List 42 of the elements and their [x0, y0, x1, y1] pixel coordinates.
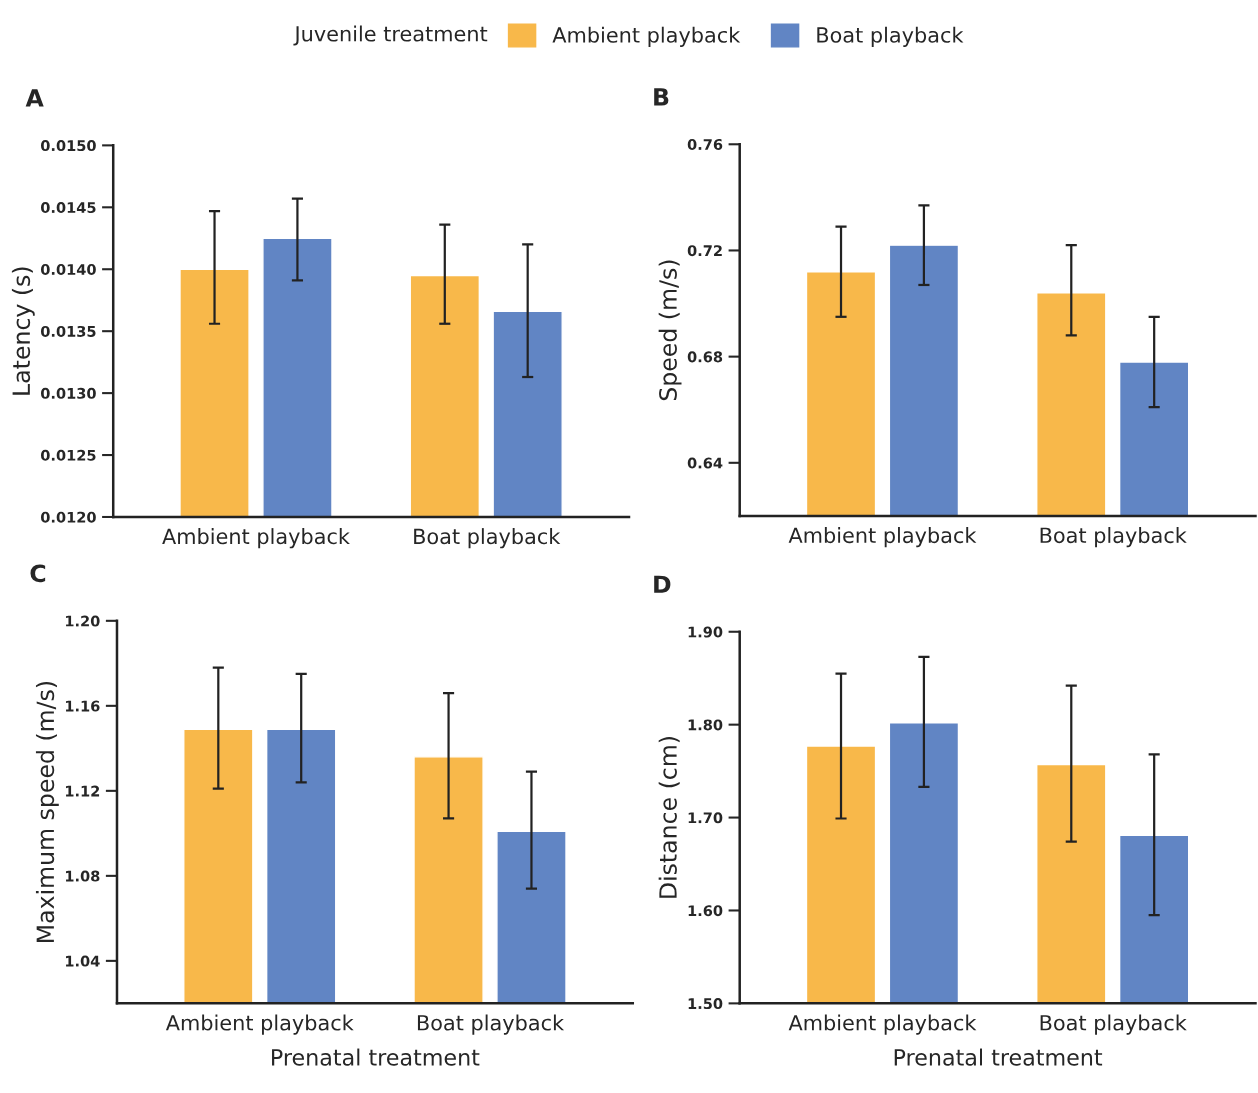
x-axis-title: Prenatal treatment [272, 1048, 480, 1066]
y-axis-title: Maximum speed (m/s) [35, 681, 59, 942]
chart-title: A [25, 89, 44, 107]
y-tick-label: 0.0150 [40, 140, 96, 152]
x-tick-label: Boat playback [417, 1014, 565, 1035]
y-tick-label: 0.0130 [40, 387, 96, 399]
chart-title: B [654, 88, 669, 106]
x-tick-label: Ambient playback [788, 1014, 977, 1035]
y-tick-label: 1.70 [688, 812, 723, 824]
legend-label: Boat playback [817, 26, 964, 47]
y-axis-title: Latency (s) [11, 267, 35, 395]
y-tick-label: 0.0120 [40, 511, 96, 523]
x-tick-label: Ambient playback [788, 527, 977, 548]
legend-title: Juvenile treatment [293, 25, 488, 46]
y-axis-title: Speed (m/s) [658, 260, 682, 401]
chart-title: C [30, 564, 46, 583]
y-tick-label: 0.0125 [40, 449, 96, 461]
y-tick-label: 0.68 [687, 351, 723, 363]
y-tick-label: 1.04 [65, 955, 100, 967]
y-tick-label: 0.64 [687, 457, 723, 469]
y-tick-label: 1.50 [688, 998, 723, 1010]
legend-label: Ambient playback [552, 26, 741, 47]
y-tick-label: 1.90 [688, 626, 723, 638]
x-tick-label: Boat playback [1040, 527, 1187, 548]
y-tick-label: 1.80 [688, 719, 723, 731]
y-tick-label: 1.12 [65, 785, 100, 797]
y-axis-title: Distance (cm) [658, 737, 680, 898]
x-tick-label: Ambient playback [162, 528, 350, 549]
y-tick-label: 1.20 [65, 615, 100, 627]
x-tick-label: Boat playback [414, 528, 561, 549]
y-tick-label: 1.08 [65, 870, 100, 882]
y-tick-label: 0.76 [687, 138, 723, 151]
y-tick-label: 0.0140 [40, 263, 96, 275]
x-tick-label: Ambient playback [165, 1014, 354, 1035]
y-tick-label: 1.60 [688, 905, 723, 917]
chart-title: D [654, 575, 671, 593]
y-tick-label: 1.16 [65, 700, 100, 712]
x-axis-title: Prenatal treatment [894, 1048, 1103, 1066]
y-tick-label: 0.0145 [40, 202, 96, 214]
y-tick-label: 0.0135 [40, 325, 96, 337]
x-tick-label: Boat playback [1040, 1014, 1187, 1035]
y-tick-label: 0.72 [687, 245, 722, 257]
